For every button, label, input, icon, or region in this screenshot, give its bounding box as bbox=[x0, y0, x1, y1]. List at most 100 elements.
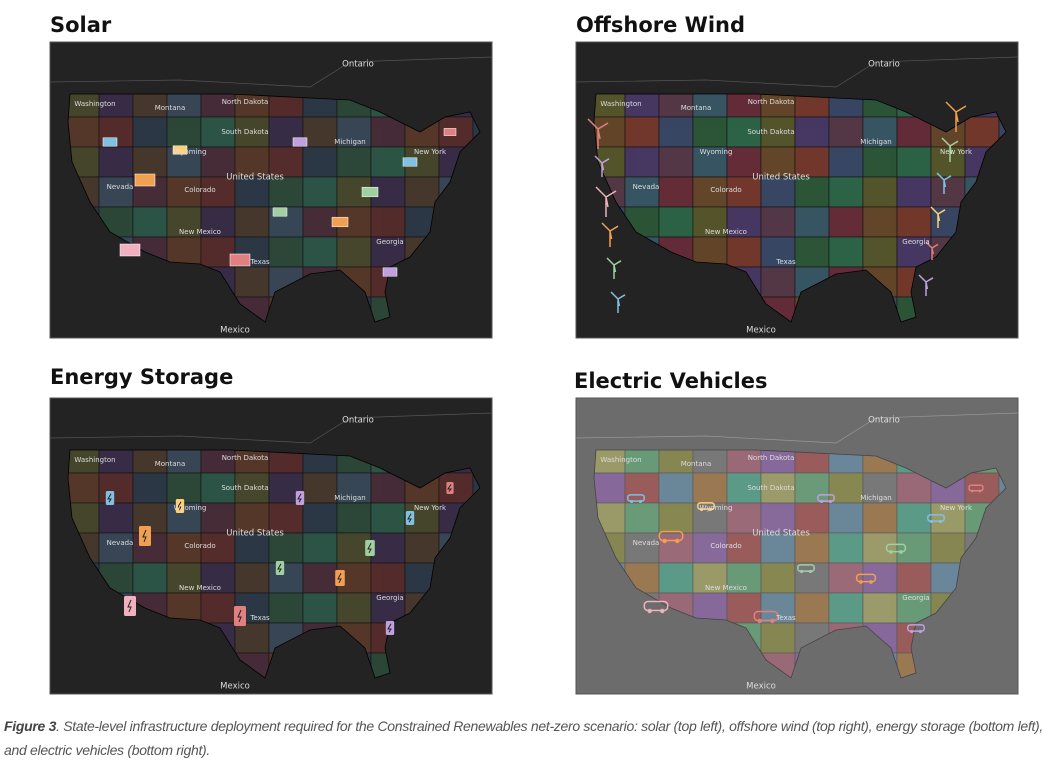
car-wheel bbox=[630, 499, 634, 504]
state-region bbox=[370, 532, 406, 564]
solar-icon bbox=[402, 157, 418, 167]
state-region bbox=[98, 146, 134, 178]
map-label: Michigan bbox=[860, 494, 891, 502]
state-region bbox=[624, 472, 660, 504]
state-region bbox=[658, 116, 694, 148]
state-region bbox=[862, 592, 898, 624]
map-label: South Dakota bbox=[221, 484, 268, 492]
map-label: North Dakota bbox=[748, 454, 795, 462]
map-label: Mexico bbox=[746, 326, 776, 336]
state-region bbox=[302, 206, 338, 238]
state-region bbox=[930, 532, 966, 564]
state-region bbox=[828, 116, 864, 148]
state-region bbox=[624, 116, 660, 148]
battery-icon bbox=[139, 526, 151, 546]
state-region bbox=[896, 532, 932, 564]
state-region bbox=[302, 146, 338, 178]
state-region bbox=[658, 532, 694, 564]
state-region bbox=[132, 562, 168, 594]
us-outline bbox=[67, 449, 481, 679]
car-wheel bbox=[647, 608, 652, 614]
state-region bbox=[828, 236, 864, 268]
state-region bbox=[166, 532, 202, 564]
state-region bbox=[200, 592, 236, 624]
battery-icon bbox=[234, 606, 246, 626]
battery-bolt bbox=[407, 513, 412, 523]
map-label: Montana bbox=[681, 104, 712, 112]
state-region bbox=[200, 176, 236, 208]
battery-icon bbox=[275, 561, 285, 575]
map-label: Georgia bbox=[902, 594, 929, 602]
turbine-icon bbox=[945, 101, 967, 132]
state-region bbox=[862, 176, 898, 208]
state-region bbox=[166, 472, 202, 504]
solar-icon bbox=[382, 267, 398, 277]
state-region bbox=[336, 592, 372, 624]
state-region bbox=[336, 472, 372, 504]
state-region bbox=[336, 502, 372, 534]
solar-icon bbox=[443, 128, 457, 136]
state-region bbox=[726, 562, 762, 594]
map-label: Mexico bbox=[746, 682, 776, 692]
map-label: Colorado bbox=[710, 542, 741, 550]
state-region bbox=[234, 116, 270, 148]
panel-title: Electric Vehicles bbox=[574, 369, 767, 393]
state-region bbox=[692, 562, 728, 594]
state-region bbox=[132, 472, 168, 504]
map-label: Nevada bbox=[633, 539, 660, 547]
state-region bbox=[896, 562, 932, 594]
state-region bbox=[828, 532, 864, 564]
battery-bolt bbox=[447, 484, 453, 492]
map-panel: Ontario Washington Montana North Dakota Sout… bbox=[575, 41, 1019, 339]
battery-bolt bbox=[337, 572, 342, 584]
car-wheel bbox=[800, 569, 804, 574]
state-region bbox=[268, 592, 304, 624]
car-wheel bbox=[757, 618, 762, 624]
car-icon bbox=[697, 502, 715, 510]
state-region bbox=[998, 472, 1006, 504]
state-region bbox=[760, 206, 796, 238]
battery-icon bbox=[446, 482, 454, 494]
state-region bbox=[234, 176, 270, 208]
state-region bbox=[896, 176, 932, 208]
state-region bbox=[726, 206, 762, 238]
car-wheel bbox=[660, 608, 665, 614]
border-line bbox=[49, 56, 493, 88]
state-region bbox=[624, 176, 660, 208]
state-region bbox=[930, 176, 966, 208]
car-wheel bbox=[978, 489, 982, 493]
caption: Figure 3. State-level infrastructure dep… bbox=[4, 714, 1044, 762]
solar-icon bbox=[134, 173, 156, 187]
map-label: Georgia bbox=[376, 594, 403, 602]
map-label: Wyoming bbox=[700, 148, 733, 156]
car-icon bbox=[753, 610, 779, 622]
map-label: Montana bbox=[155, 460, 186, 468]
state-region bbox=[370, 206, 406, 238]
state-region bbox=[268, 502, 304, 534]
state-region bbox=[370, 146, 406, 178]
car-wheel bbox=[938, 519, 942, 524]
map-label: South Dakota bbox=[747, 484, 794, 492]
state-region bbox=[862, 206, 898, 238]
state-region bbox=[302, 502, 338, 534]
state-region bbox=[760, 116, 796, 148]
map-label: New Mexico bbox=[705, 228, 747, 236]
map-label: New York bbox=[940, 148, 973, 156]
turbine-icon bbox=[930, 206, 946, 228]
battery-bolt bbox=[142, 529, 147, 543]
state-region bbox=[760, 266, 796, 298]
map-label: Washington bbox=[74, 456, 115, 464]
state-region bbox=[200, 472, 236, 504]
map-label: South Dakota bbox=[221, 128, 268, 136]
state-region bbox=[794, 562, 830, 594]
state-region bbox=[658, 502, 694, 534]
state-region bbox=[794, 592, 830, 624]
car-wheel bbox=[859, 580, 863, 584]
car-icon bbox=[643, 600, 669, 612]
map-label: Ontario bbox=[342, 416, 374, 426]
state-region bbox=[658, 472, 694, 504]
battery-icon bbox=[295, 491, 305, 505]
state-region bbox=[692, 532, 728, 564]
panel-title: Energy Storage bbox=[50, 365, 233, 389]
